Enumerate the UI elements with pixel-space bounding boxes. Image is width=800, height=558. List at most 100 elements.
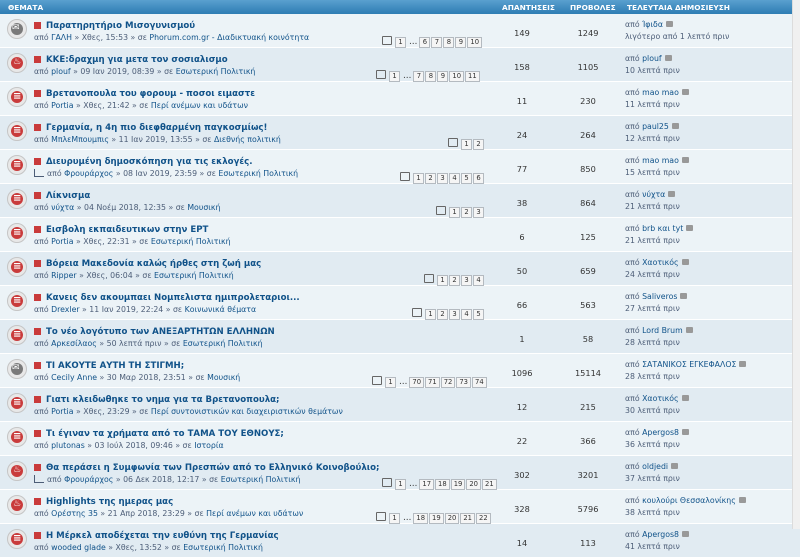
scrollbar[interactable] [792,0,800,529]
author-link[interactable]: ΜπλεΜπουμπις [51,135,109,144]
page-link[interactable]: 8 [425,71,437,82]
last-post-user[interactable]: Ίφιδα [642,20,663,29]
page-link[interactable]: 19 [429,513,444,524]
topic-title-link[interactable]: Η Μέρκελ αποδέχεται την ευθύνη της Γερμα… [46,531,279,541]
page-link[interactable]: 2 [473,139,484,150]
author-link[interactable]: νύχτα [51,203,75,212]
topic-title-link[interactable]: Θα περάσει η Συμφωνία των Πρεσπών από το… [46,463,380,473]
last-post-user[interactable]: Apergos8 [642,530,679,539]
page-link[interactable]: 9 [455,37,467,48]
page-link[interactable]: 9 [437,71,449,82]
last-post-user[interactable]: oldjedi [642,462,669,471]
forum-link[interactable]: Εσωτερική Πολιτική [182,339,263,348]
last-post-user[interactable]: Lord Brum [642,326,683,335]
page-link[interactable]: 1 [413,173,424,184]
page-link[interactable]: 20 [466,479,481,490]
last-post-user[interactable]: paul25 [642,122,669,131]
page-link[interactable]: 1 [449,207,460,218]
forum-link[interactable]: Διεθνής πολιτική [213,135,281,144]
page-link[interactable]: 1 [437,275,448,286]
page-link[interactable]: 71 [425,377,440,388]
page-link[interactable]: 1 [395,479,406,490]
page-link[interactable]: 1 [425,309,436,320]
author-link[interactable]: Αρκεσίλαος [51,339,97,348]
view-latest-post-icon[interactable] [738,497,746,503]
page-link[interactable]: 4 [473,275,484,286]
view-latest-post-icon[interactable] [680,293,688,299]
page-link[interactable]: 2 [461,207,472,218]
forum-link[interactable]: Εσωτερική Πολιτική [218,169,299,178]
topic-title-link[interactable]: Highlights της ημερας μας [46,497,174,507]
author-link[interactable]: Φρουράρχος [64,475,114,484]
page-link[interactable]: 3 [437,173,448,184]
view-latest-post-icon[interactable] [681,395,689,401]
page-link[interactable]: 8 [443,37,455,48]
view-latest-post-icon[interactable] [665,21,673,27]
topic-title-link[interactable]: Εισβολη εκπαιδευτικων στην ΕΡΤ [46,225,209,235]
last-post-user[interactable]: Apergos8 [642,428,679,437]
page-link[interactable]: 4 [449,173,460,184]
view-latest-post-icon[interactable] [681,429,689,435]
page-link[interactable]: 22 [476,513,491,524]
last-post-user[interactable]: Χαοτικός [642,258,679,267]
forum-link[interactable]: Κοινωνικά θέματα [184,305,257,314]
forum-link[interactable]: Εσωτερική Πολιτική [150,237,231,246]
author-link[interactable]: Drexler [51,305,80,314]
page-link[interactable]: 18 [413,513,429,524]
page-link[interactable]: 21 [482,479,497,490]
view-latest-post-icon[interactable] [681,157,689,163]
page-link[interactable]: 2 [425,173,436,184]
last-post-user[interactable]: mao mao [642,88,679,97]
page-link[interactable]: 10 [467,37,483,48]
page-link[interactable]: 4 [461,309,472,320]
topic-title-link[interactable]: Βόρεια Μακεδονία καλώς ήρθες στη ζωή μας [46,259,262,269]
page-link[interactable]: 1 [385,377,396,388]
page-link[interactable]: 7 [413,71,425,82]
page-link[interactable]: 3 [473,207,484,218]
last-post-user[interactable]: mao mao [642,156,679,165]
author-link[interactable]: plouf [51,67,71,76]
page-link[interactable]: 73 [456,377,471,388]
last-post-user[interactable]: plouf [642,54,662,63]
page-link[interactable]: 5 [473,309,484,320]
page-link[interactable]: 18 [435,479,450,490]
page-link[interactable]: 6 [473,173,484,184]
view-latest-post-icon[interactable] [739,361,747,367]
author-link[interactable]: Ορέστης 35 [51,509,98,518]
page-link[interactable]: 11 [465,71,480,82]
page-link[interactable]: 1 [395,37,406,48]
topic-title-link[interactable]: Λίκνισμα [46,191,91,201]
last-post-user[interactable]: Χαοτικός [642,394,679,403]
topic-title-link[interactable]: Γερμανία, η 4η πιο διεφθαρμένη παγκοσμίω… [46,123,268,133]
forum-link[interactable]: Περί ανέμων και υδάτων [206,509,304,518]
forum-link[interactable]: Ιστορία [194,441,224,450]
page-link[interactable]: 20 [444,513,460,524]
forum-link[interactable]: Εσωτερική Πολιτική [220,475,301,484]
forum-link[interactable]: Εσωτερική Πολιτική [175,67,256,76]
view-latest-post-icon[interactable] [668,191,676,197]
author-link[interactable]: Portia [51,237,74,246]
page-link[interactable]: 6 [419,37,431,48]
forum-link[interactable]: Εσωτερική Πολιτική [183,543,263,552]
forum-link[interactable]: Εσωτερική Πολιτική [154,271,234,280]
topic-title-link[interactable]: Το νέο λογότυπο των ΑΝΕΞΑΡΤΗΤΩΝ ΕΛΛΗΝΩΝ [46,327,275,337]
forum-link[interactable]: Phorum.com.gr - Διαδικτυακή κοινότητα [149,33,310,42]
page-link[interactable]: 70 [409,377,425,388]
page-link[interactable]: 72 [440,377,456,388]
page-link[interactable]: 1 [389,513,400,524]
view-latest-post-icon[interactable] [664,55,672,61]
last-post-user[interactable]: ΣΑΤΑΝΙΚΟΣ ΕΓΚΕΦΑΛΟΣ [642,360,737,369]
last-post-user[interactable]: κουλούρι Θεσσαλονίκης [642,496,736,505]
forum-link[interactable]: Μουσική [187,203,221,212]
page-link[interactable]: 17 [419,479,435,490]
last-post-user[interactable]: νύχτα [642,190,666,199]
page-link[interactable]: 21 [460,513,475,524]
page-link[interactable]: 1 [461,139,472,150]
page-link[interactable]: 74 [472,377,487,388]
author-link[interactable]: plutonas [51,441,85,450]
topic-title-link[interactable]: Τι έγιναν τα χρήματα από το ΤΑΜΑ ΤΟΥ ΕΘΝ… [46,429,284,439]
view-latest-post-icon[interactable] [686,225,694,231]
author-link[interactable]: Portia [51,101,74,110]
author-link[interactable]: Cecily Anne [51,373,98,382]
topic-title-link[interactable]: Βρετανοπουλα του φορουμ - ποσοι ειμαστε [46,89,255,99]
